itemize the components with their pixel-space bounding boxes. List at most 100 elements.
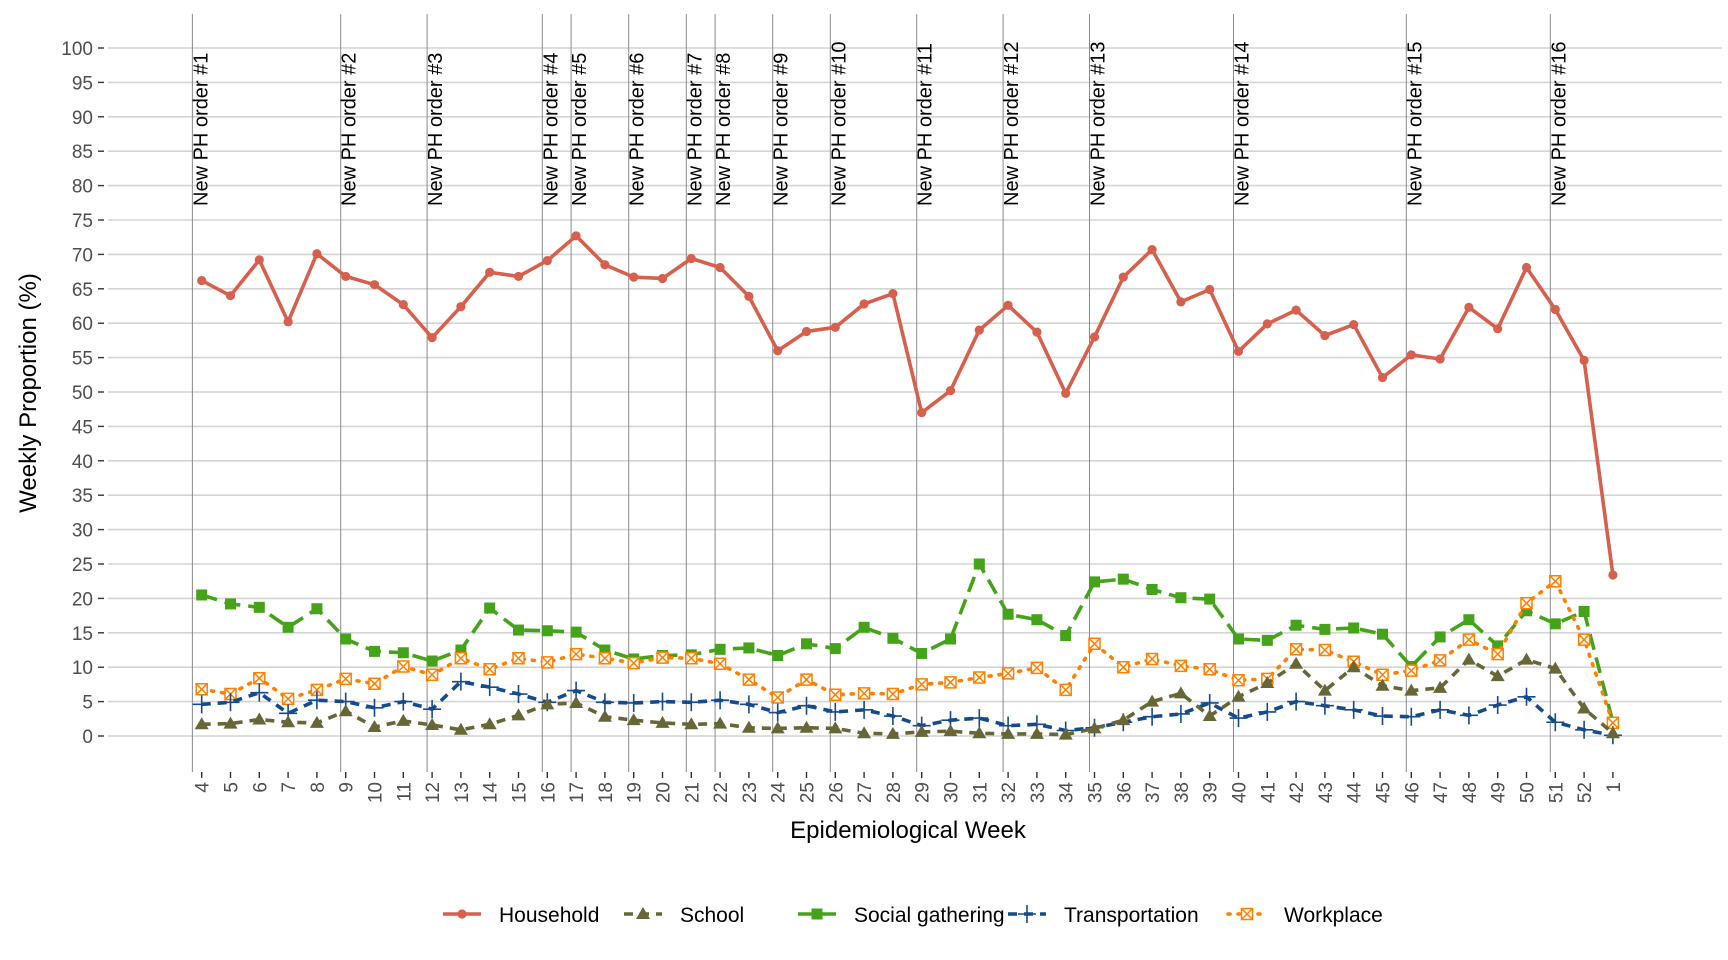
workplace-point (368, 677, 381, 690)
legend-item-workplace: Workplace (1226, 904, 1383, 927)
legend-key-marker (636, 907, 650, 919)
transportation-point (1575, 720, 1594, 739)
social-gathering-point (1348, 622, 1360, 634)
household-point (1032, 327, 1042, 337)
school-point (914, 724, 929, 737)
household-point (859, 299, 869, 309)
workplace-point (857, 687, 871, 700)
social-gathering-point (1434, 631, 1446, 643)
social-gathering-point (513, 624, 524, 636)
household-point (254, 255, 264, 265)
legend-label: Household (499, 904, 599, 927)
school-point (857, 726, 872, 739)
x-tick-label: 14 (481, 782, 502, 804)
school-point (223, 716, 238, 729)
social-gathering-point (772, 650, 784, 662)
social-gathering-point (225, 598, 236, 610)
social-gathering-point (541, 625, 553, 637)
legend-label: Workplace (1284, 904, 1383, 927)
legend-label: Social gathering (854, 904, 1005, 927)
household-point (197, 275, 207, 286)
y-tick-label: 70 (72, 245, 93, 266)
x-tick-label: 33 (1028, 782, 1049, 803)
legend-key-marker (1018, 905, 1036, 923)
social-gathering-point (945, 633, 956, 645)
transportation-point (1229, 709, 1248, 728)
school-point (885, 726, 900, 739)
y-tick-label: 80 (72, 177, 93, 198)
workplace-point (886, 687, 900, 701)
workplace-point (1001, 667, 1015, 680)
transportation-point (826, 702, 845, 721)
workplace-point (1030, 661, 1044, 675)
school-point (828, 721, 843, 734)
annotation-label: New PH order #5 (569, 53, 591, 206)
household-point (917, 408, 927, 418)
y-tick-label: 35 (72, 486, 93, 507)
y-tick-label: 55 (72, 349, 93, 370)
legend-label: Transportation (1064, 904, 1199, 927)
household-point (571, 231, 581, 241)
y-axis: 0 5 10 15 20 25 30 35 40 45 50 55 60 65 70 75 80 85 90 95 10… (61, 39, 104, 748)
workplace-point (598, 652, 612, 665)
social-gathering-point (1204, 593, 1216, 605)
household-point (1521, 262, 1532, 273)
household-point (312, 249, 322, 259)
social-gathering-point (426, 655, 438, 667)
workplace-point (1577, 633, 1591, 646)
x-tick-label: 25 (798, 782, 819, 803)
legend-item-household: Household (443, 904, 599, 927)
workplace-point (397, 660, 410, 673)
social-gathering-point (397, 647, 409, 659)
transportation-point (1258, 702, 1277, 721)
annotation-label: New PH order #2 (339, 53, 361, 206)
school-point (540, 697, 555, 710)
workplace-point (1145, 652, 1159, 666)
school-point (396, 713, 411, 726)
social-gathering-line (201, 562, 1615, 723)
school-point (1231, 689, 1246, 702)
x-tick-label: 42 (1287, 782, 1308, 803)
household-point (1579, 355, 1589, 365)
household-point (1003, 300, 1013, 310)
x-tick-label: 22 (711, 782, 732, 803)
legend-key-marker (457, 909, 467, 919)
workplace-point (541, 656, 554, 669)
social-gathering-point (1175, 592, 1187, 604)
annotation-labels: New PH order #1 New PH order #2 New PH ord… (190, 41, 1570, 206)
workplace-point (1203, 663, 1216, 676)
workplace-point (973, 671, 986, 684)
x-axis-title: Epidemiological Week (790, 817, 1027, 844)
school-point (569, 695, 584, 708)
y-tick-label: 30 (72, 521, 93, 542)
y-tick-label: 75 (72, 211, 93, 232)
social-gathering-point (1290, 619, 1302, 631)
household-point (888, 289, 898, 299)
y-tick-label: 85 (72, 142, 93, 163)
household-point (1406, 350, 1416, 360)
household-point (801, 326, 812, 337)
x-tick-label: 38 (1172, 782, 1193, 803)
transportation-point (394, 692, 413, 711)
school-point (1289, 656, 1304, 669)
household-point (1550, 304, 1560, 315)
transportation-point (1344, 700, 1363, 719)
school-point (367, 720, 382, 733)
school-point (741, 720, 756, 733)
x-tick-label: 15 (510, 782, 531, 803)
social-gathering-point (599, 644, 611, 656)
transportation-point (711, 691, 730, 710)
x-tick-label: 24 (769, 782, 790, 804)
annotation-label: New PH order #11 (915, 43, 937, 206)
legend-key-marker (811, 908, 823, 920)
school-point (338, 704, 353, 717)
x-tick-label: 5 (222, 782, 243, 793)
workplace-point (339, 672, 352, 686)
transportation-point (1517, 687, 1536, 706)
school-point (194, 717, 209, 730)
school-point (1490, 669, 1505, 682)
x-tick-label: 31 (970, 782, 991, 803)
social-gathering-point (1549, 618, 1561, 630)
annotation-lines (191, 14, 1551, 772)
household-point (1118, 272, 1128, 282)
